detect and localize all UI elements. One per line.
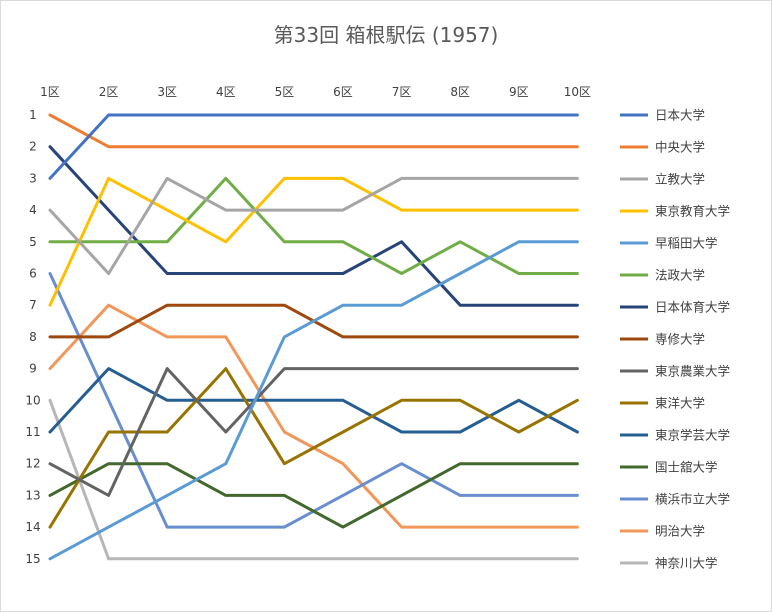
- y-tick-label: 15: [25, 552, 40, 566]
- y-tick-label: 13: [25, 488, 40, 502]
- y-tick-label: 12: [25, 457, 40, 471]
- legend-label: 法政大学: [655, 268, 705, 283]
- legend-label: 東京教育大学: [655, 204, 730, 219]
- series-line: [48, 240, 579, 561]
- legend-label: 東洋大学: [655, 396, 705, 411]
- x-tick-label: 9区: [509, 85, 529, 99]
- x-tick-label: 7区: [392, 85, 412, 99]
- legend-label: 日本体育大学: [655, 300, 730, 315]
- x-tick-label: 6区: [333, 85, 353, 99]
- y-tick-label: 7: [29, 298, 37, 312]
- series-line: [48, 367, 579, 497]
- series-line: [48, 176, 579, 275]
- legend-label: 立教大学: [655, 172, 705, 187]
- y-tick-label: 11: [25, 425, 40, 439]
- y-tick-label: 14: [25, 520, 40, 534]
- x-axis-ticks: 1区 2区 3区 4区 5区 6区 7区 8区 9区 10区: [40, 85, 591, 99]
- y-tick-label: 9: [29, 362, 37, 376]
- legend-label: 早稲田大学: [655, 236, 718, 251]
- series-lines: [48, 113, 579, 561]
- y-tick-label: 5: [29, 235, 37, 249]
- series-line: [48, 398, 579, 561]
- series-line: [48, 113, 579, 149]
- y-tick-label: 10: [25, 393, 40, 407]
- x-tick-label: 3区: [157, 85, 177, 99]
- x-tick-label: 8区: [450, 85, 470, 99]
- legend: 日本大学中央大学立教大学東京教育大学早稲田大学法政大学日本体育大学専修大学東京農…: [620, 108, 730, 571]
- series-line: [48, 303, 579, 529]
- x-tick-label: 5区: [275, 85, 295, 99]
- y-tick-label: 8: [29, 330, 37, 344]
- legend-label: 東京学芸大学: [655, 428, 730, 443]
- legend-label: 横浜市立大学: [655, 492, 730, 507]
- legend-label: 神奈川大学: [655, 556, 718, 571]
- series-line: [48, 462, 579, 529]
- y-tick-label: 2: [29, 140, 37, 154]
- y-tick-label: 1: [29, 108, 37, 122]
- legend-label: 明治大学: [655, 524, 705, 539]
- x-tick-label: 4区: [216, 85, 236, 99]
- series-line: [48, 113, 579, 180]
- legend-label: 中央大学: [655, 140, 705, 155]
- y-tick-label: 4: [29, 203, 37, 217]
- legend-label: 東京農業大学: [655, 364, 730, 379]
- x-tick-label: 1区: [40, 85, 60, 99]
- series-line: [48, 176, 579, 275]
- series-line: [48, 145, 579, 307]
- y-tick-label: 3: [29, 171, 37, 185]
- y-tick-label: 6: [29, 267, 37, 281]
- legend-label: 国士舘大学: [655, 460, 718, 475]
- chart-title: 第33回 箱根駅伝 (1957): [274, 23, 499, 47]
- legend-label: 日本大学: [655, 108, 705, 123]
- series-line: [48, 176, 579, 307]
- x-tick-label: 2区: [99, 85, 119, 99]
- legend-label: 専修大学: [655, 332, 705, 347]
- x-tick-label: 10区: [564, 85, 591, 99]
